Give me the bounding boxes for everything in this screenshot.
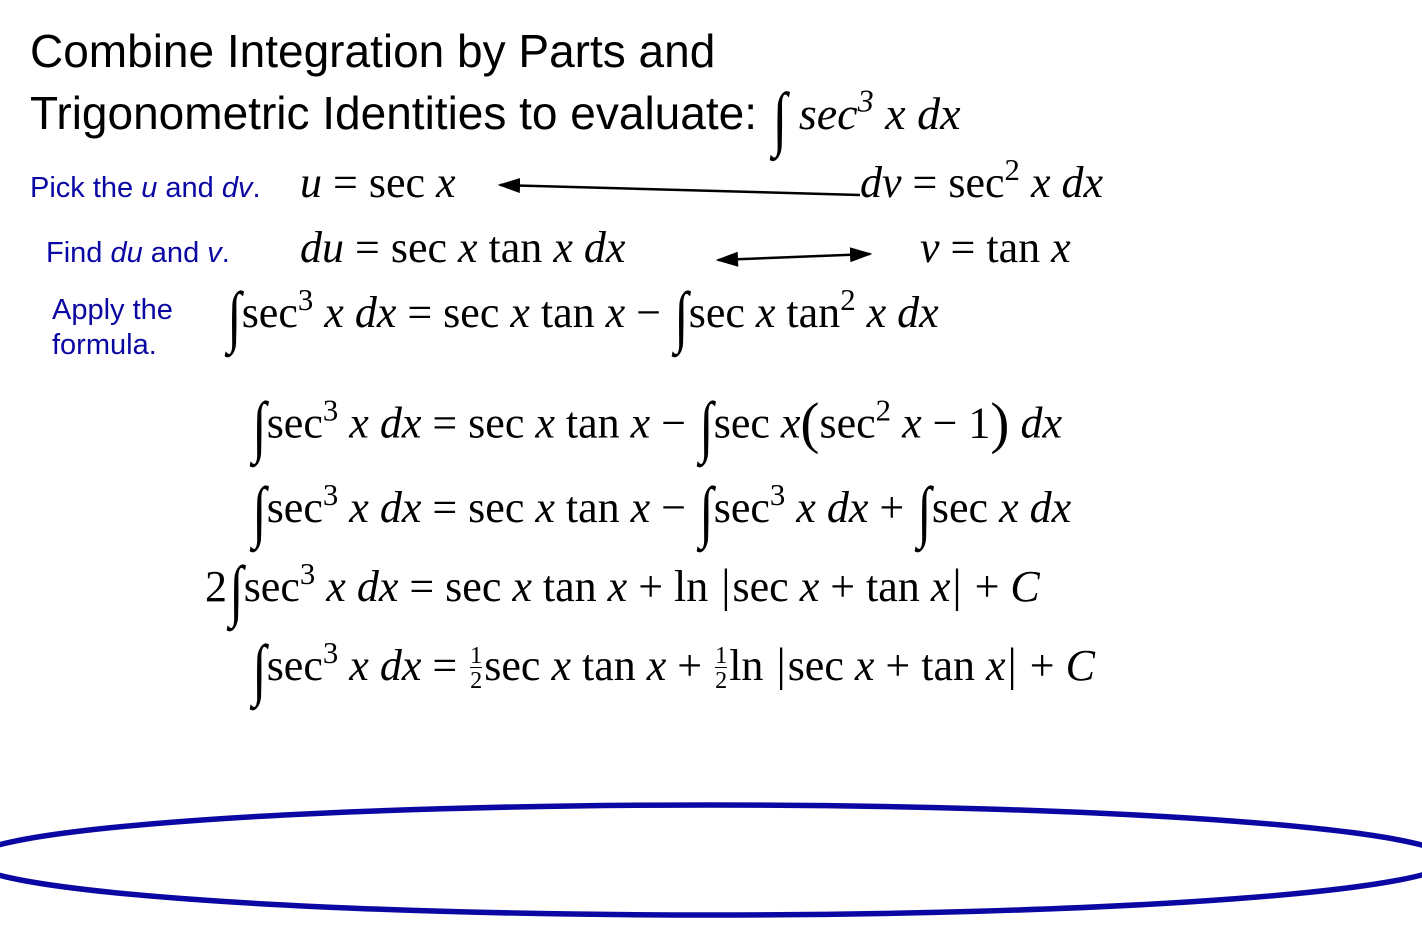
slide-heading: Combine Integration by Parts and Trigono…	[30, 20, 1392, 145]
row-find-duv: Find du and v. du = sec x tan x dx v = t…	[30, 222, 1392, 273]
highlight-ellipse	[0, 790, 1422, 930]
heading-line2-text: Trigonometric Identities to evaluate:	[30, 87, 770, 139]
hint-pick: Pick the u and dv.	[30, 171, 300, 206]
math-step1: ∫sec3 x dx = sec x tan x − ∫sec x tan2 x…	[225, 287, 939, 338]
math-step3: ∫sec3 x dx = sec x tan x − ∫sec3 x dx + …	[250, 482, 1392, 533]
row-pick-udv: Pick the u and dv. u = sec x dv = sec2 x…	[30, 157, 1392, 208]
math-step4: 2∫sec3 x dx = sec x tan x + ln |sec x + …	[205, 559, 1392, 612]
heading-line1: Combine Integration by Parts and	[30, 25, 715, 77]
hint-apply: Apply theformula.	[30, 287, 225, 363]
hint-find: Find du and v.	[30, 236, 300, 271]
math-dv-eq: dv = sec2 x dx	[860, 157, 1392, 208]
math-u-eq: u = sec x	[300, 157, 860, 208]
math-du-eq: du = sec x tan x dx	[300, 222, 860, 273]
row-apply: Apply theformula. ∫sec3 x dx = sec x tan…	[30, 287, 1392, 363]
math-step5: ∫sec3 x dx = 12sec x tan x + 12ln |sec x…	[250, 638, 1392, 692]
math-step2: ∫sec3 x dx = sec x tan x − ∫sec x(sec2 x…	[250, 391, 1392, 456]
math-v-eq: v = tan x	[860, 222, 1392, 273]
heading-integral: ∫ sec3 x dx	[770, 88, 961, 139]
